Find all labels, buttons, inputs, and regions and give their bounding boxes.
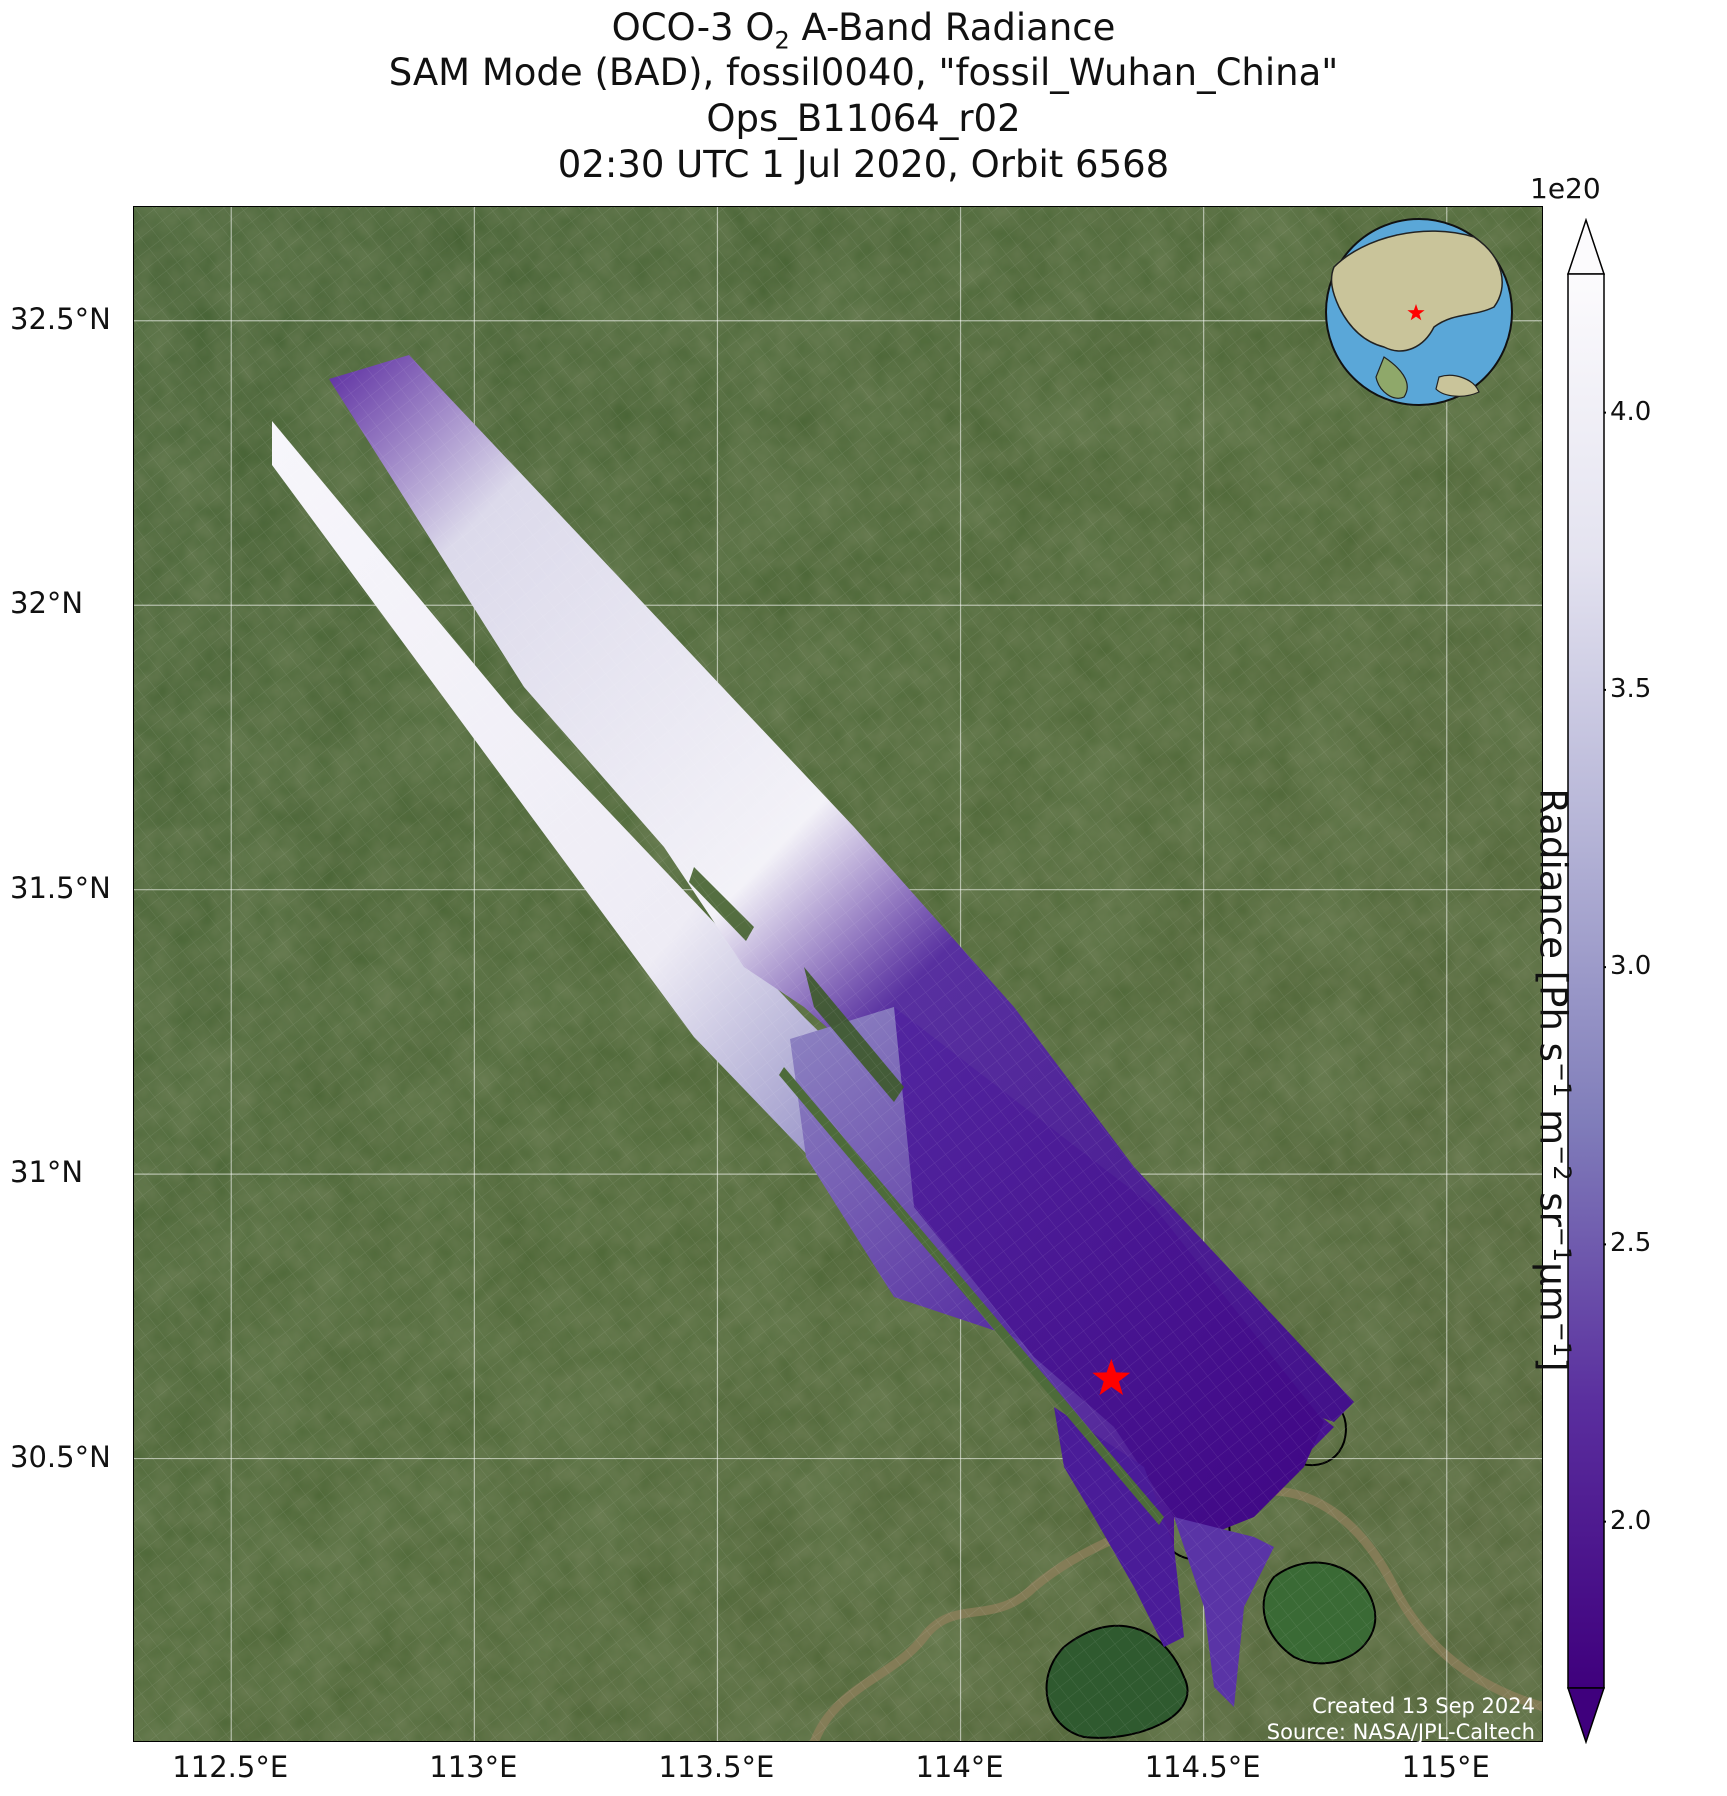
lat-tick-label: 32.5°N [10,301,111,336]
globe-southeast-asia [1375,356,1408,399]
lon-tick-label: 115°E [1401,1750,1490,1784]
colorbar-label: Radiance [Ph s−1 m−2 sr−1μm−1] [1531,788,1576,1372]
title-line-4: 02:30 UTC 1 Jul 2020, Orbit 6568 [557,143,1170,186]
title-line-3: Ops_B11064_r02 [706,97,1021,140]
title-subscript: 2 [774,26,790,55]
globe-inset [1325,218,1513,406]
colorbar-tick-label: 2.5 [1610,1228,1652,1259]
lat-tick-label: 32°N [10,586,84,621]
map-canvas [134,207,1542,1741]
lon-tick-label: 112.5°E [172,1750,289,1784]
colorbar-exponent: 1e20 [1530,172,1601,205]
globe-asia-landmass [1330,230,1503,352]
lon-tick-label: 113.5°E [658,1750,775,1784]
colorbar-tick-label: 2.0 [1610,1505,1652,1536]
colorbar-extend-min [1566,1687,1606,1744]
colorbar-tick-label: 4.0 [1610,396,1652,427]
map-panel[interactable] [133,206,1543,1742]
title-line-1: OCO-3 O2 A-Band Radiance [611,6,1116,55]
lat-tick-label: 31°N [10,1155,84,1190]
colorbar-extend-max [1566,218,1606,275]
lon-tick-label: 113°E [429,1750,518,1784]
credit-created: Created 13 Sep 2024 [1312,1694,1535,1718]
title-line-2: SAM Mode (BAD), fossil0040, "fossil_Wuha… [388,51,1339,94]
globe-target-star-icon [1407,304,1425,321]
credit-source: Source: NASA/JPL-Caltech [1266,1720,1535,1744]
target-star-icon [1092,1358,1131,1396]
colorbar-gradient [1567,273,1605,1689]
colorbar-tick-label: 3.0 [1610,951,1652,982]
lon-tick-label: 114°E [915,1750,1004,1784]
colorbar-tick-label: 3.5 [1610,673,1652,704]
lat-tick-label: 30.5°N [10,1439,111,1474]
lon-tick-label: 114.5°E [1144,1750,1261,1784]
lat-tick-label: 31.5°N [10,870,111,905]
colorbar [1566,218,1606,1744]
globe-australia [1435,374,1480,397]
